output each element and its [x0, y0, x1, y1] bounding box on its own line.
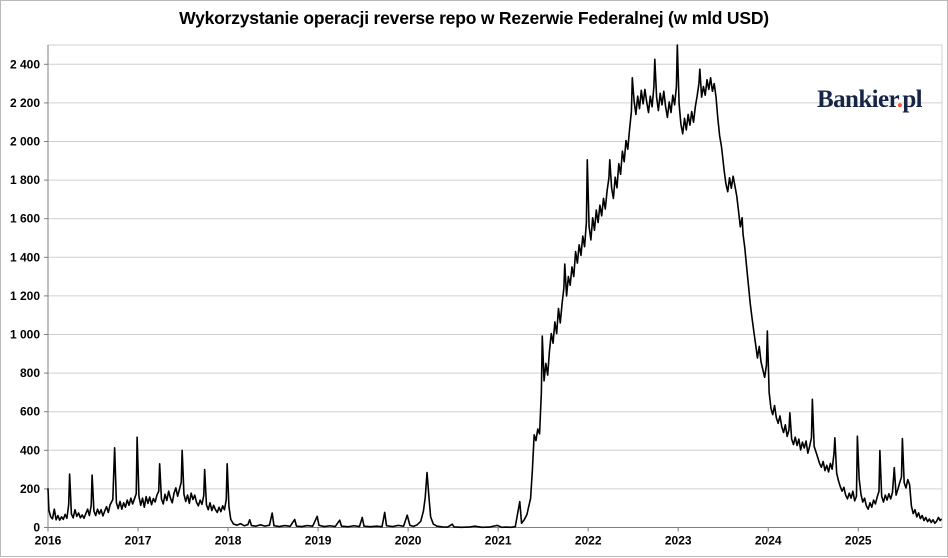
- y-tick-label: 400: [20, 443, 40, 457]
- x-tick-label: 2022: [575, 534, 602, 548]
- y-tick-label: 2 400: [10, 57, 40, 71]
- x-tick-label: 2016: [35, 534, 62, 548]
- y-tick-label: 2 000: [10, 135, 40, 149]
- x-tick-label: 2023: [665, 534, 692, 548]
- y-tick-label: 600: [20, 405, 40, 419]
- y-tick-label: 1 600: [10, 212, 40, 226]
- x-tick-label: 2018: [215, 534, 242, 548]
- x-tick-label: 2020: [395, 534, 422, 548]
- logo-tld-text: pl: [902, 86, 922, 113]
- y-tick-label: 1 400: [10, 250, 40, 264]
- data-line: [47, 44, 942, 529]
- y-tick-label: 800: [20, 366, 40, 380]
- y-tick-label: 1 800: [10, 173, 40, 187]
- x-tick-label: 2019: [305, 534, 332, 548]
- logo-dot: .: [896, 86, 903, 113]
- x-tick-label: 2021: [485, 534, 512, 548]
- y-tick-label: 200: [20, 482, 40, 496]
- bankier-logo: Bankier.pl: [817, 86, 923, 113]
- y-tick-label: 2 200: [10, 96, 40, 110]
- x-tick-label: 2025: [845, 534, 872, 548]
- chart-title: Wykorzystanie operacji reverse repo w Re…: [179, 8, 769, 28]
- x-tick-label: 2017: [125, 534, 152, 548]
- x-tick-label: 2024: [755, 534, 782, 548]
- y-tick-label: 1 200: [10, 289, 40, 303]
- logo-brand-text: Bankier: [817, 86, 897, 113]
- y-tick-label: 0: [33, 521, 40, 535]
- y-tick-label: 1 000: [10, 328, 40, 342]
